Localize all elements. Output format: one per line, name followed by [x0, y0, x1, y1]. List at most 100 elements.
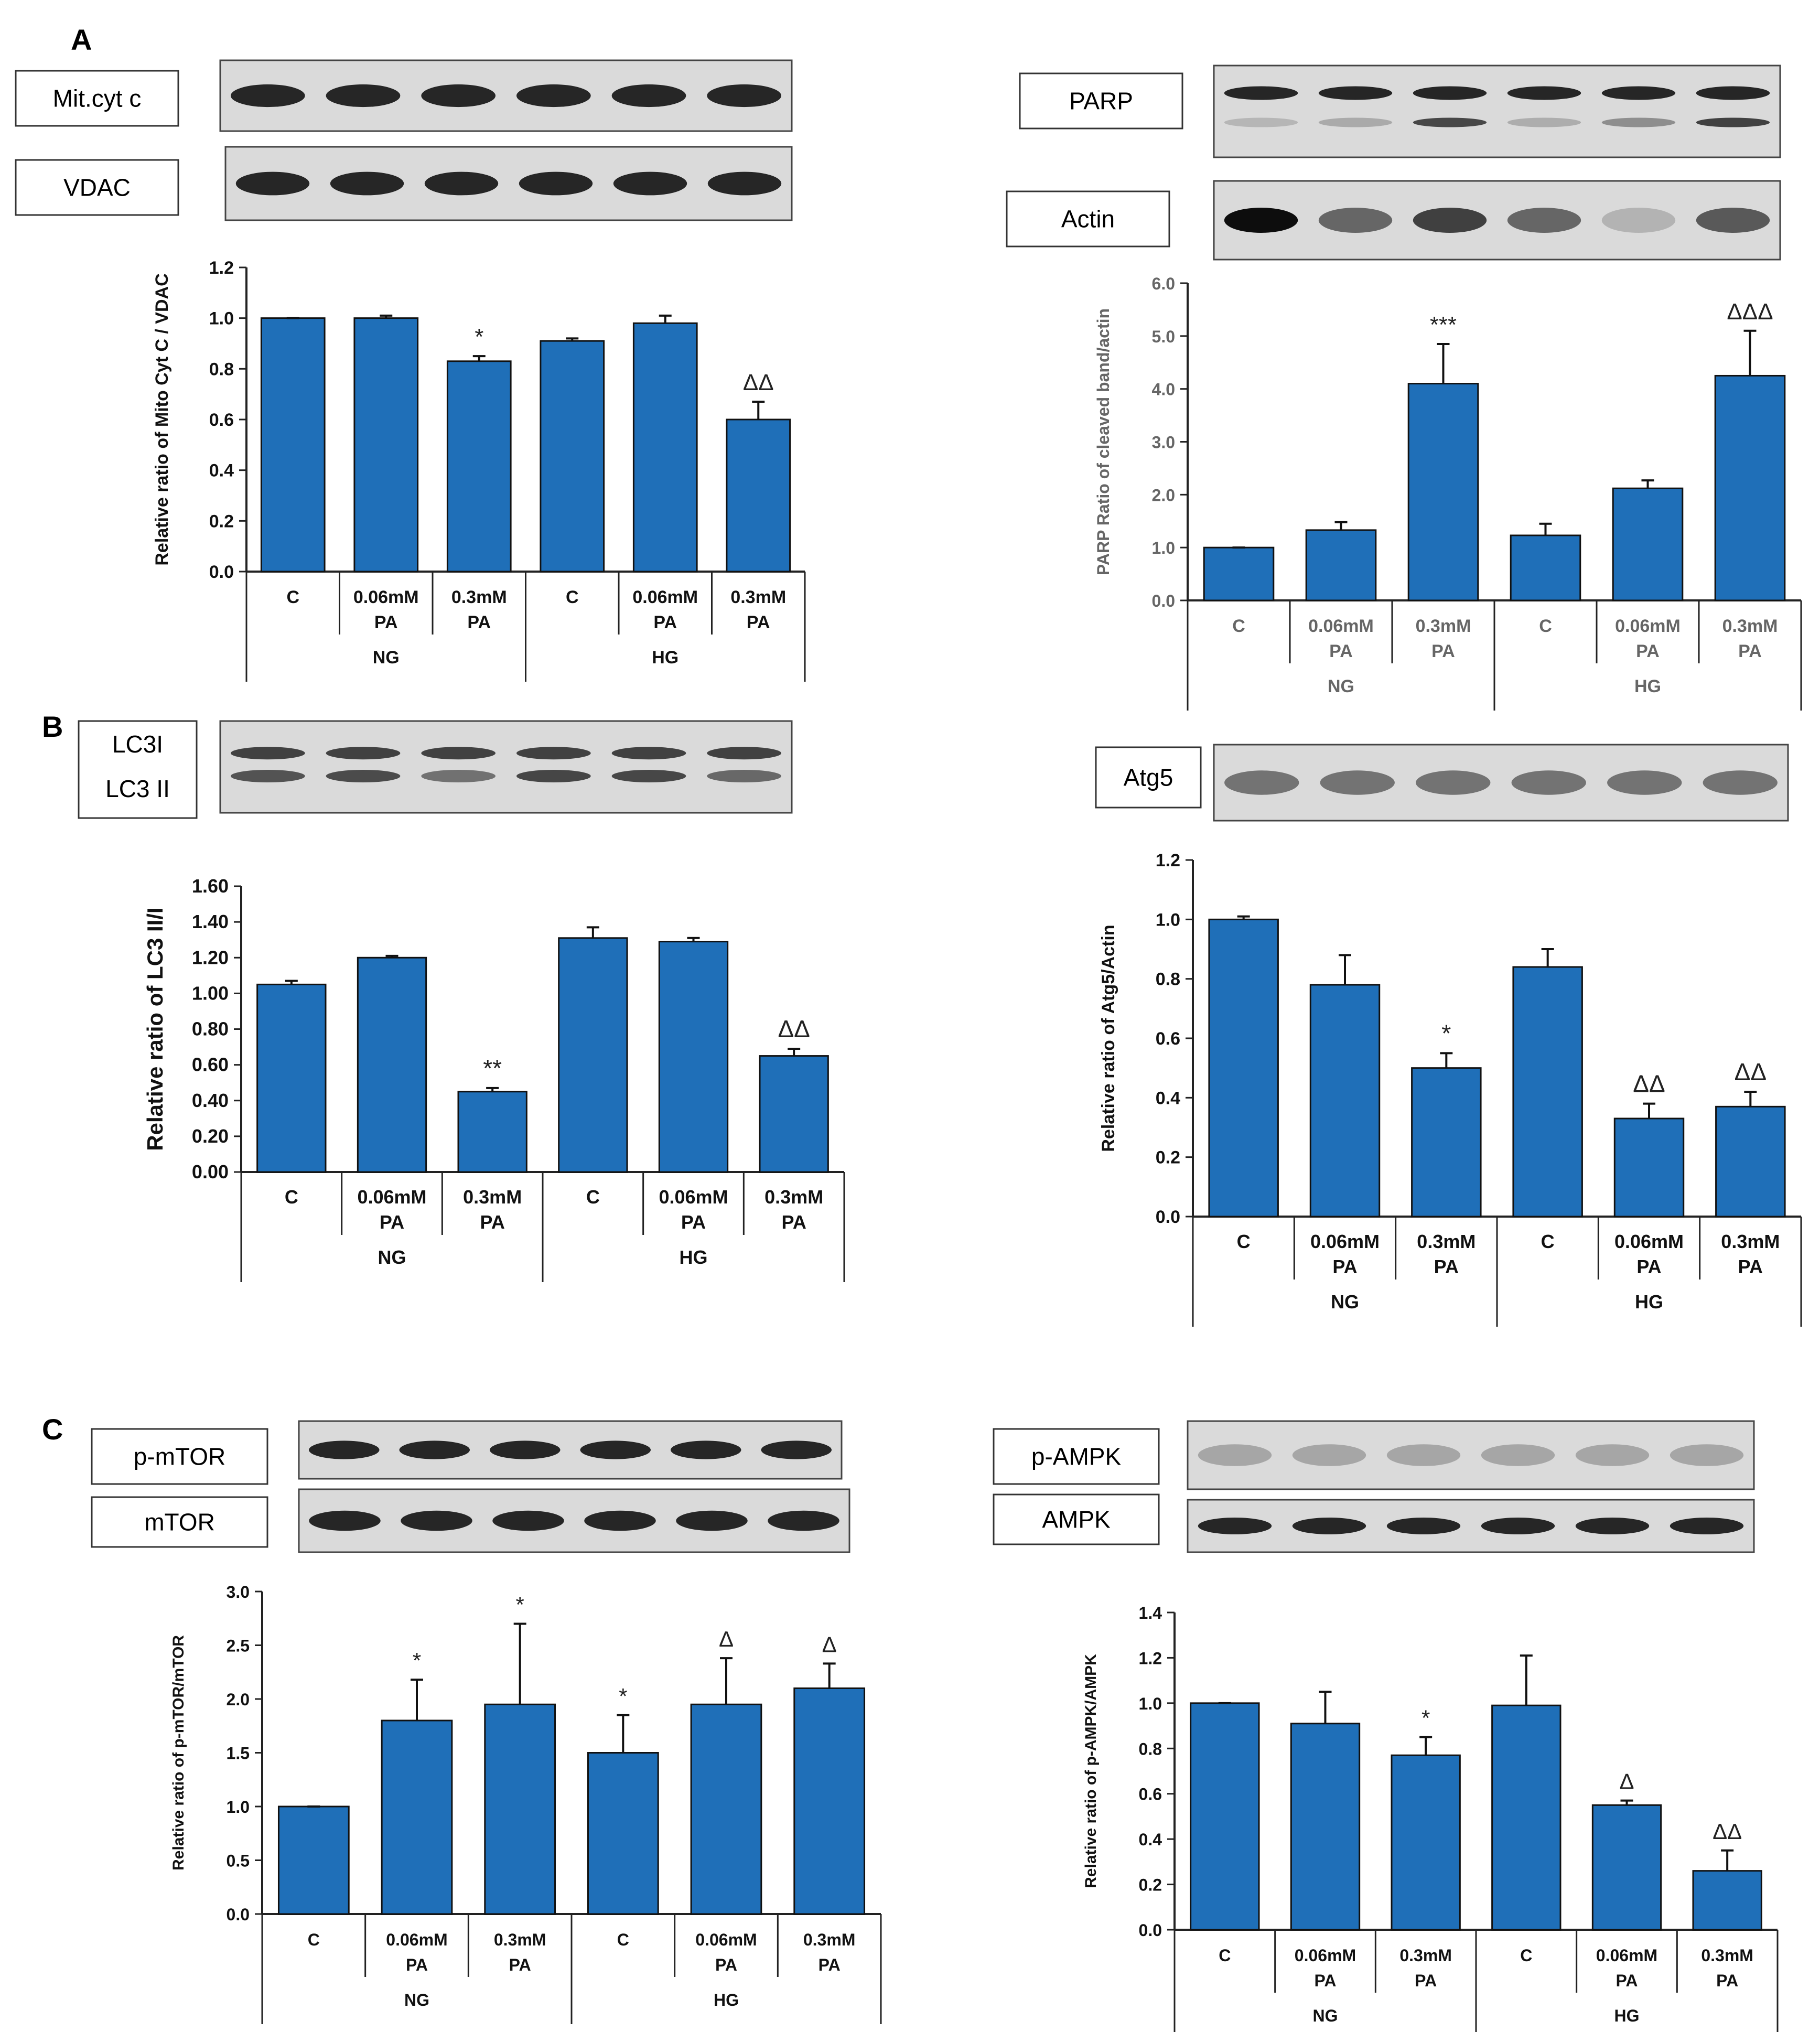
y-tick-label: 3.0: [1152, 433, 1175, 452]
blot-band: [676, 1510, 748, 1531]
x-group-label: NG: [1313, 2006, 1338, 2025]
blot-band: [613, 171, 687, 196]
significance-marker: Δ: [1619, 1769, 1634, 1794]
x-category-label: PA: [374, 612, 398, 632]
blot-label-text: PARP: [1069, 88, 1133, 115]
blot-label-box: [91, 1496, 268, 1548]
blot-label-text: mTOR: [144, 1509, 215, 1536]
bar: [1407, 383, 1479, 601]
x-category-label: 0.3mM: [803, 1930, 856, 1949]
y-tick-label: 0.0: [1156, 1207, 1180, 1227]
blot-band: [399, 1440, 470, 1459]
significance-marker: *: [475, 324, 483, 350]
y-axis-label: Relative ratio of Atg5/Actin: [1099, 924, 1118, 1152]
bar: [1715, 1105, 1786, 1218]
y-tick-label: 5.0: [1152, 327, 1175, 346]
western-blot-image: [1213, 744, 1789, 822]
y-tick-label: 0.2: [1156, 1148, 1180, 1168]
x-category-label: PA: [747, 612, 770, 632]
western-blot-image: [219, 59, 793, 132]
x-group-label: HG: [1614, 2006, 1640, 2025]
blot-band: [492, 1510, 564, 1531]
blot-band: [516, 770, 591, 782]
x-category-label: PA: [681, 1211, 706, 1233]
y-tick-label: 2.0: [1152, 486, 1175, 504]
blot-band: [1224, 117, 1298, 127]
blot-band: [308, 1440, 380, 1459]
blot-band: [670, 1440, 741, 1459]
y-tick-label: 0.2: [209, 511, 234, 531]
blot-band: [230, 84, 305, 107]
x-category-label: PA: [467, 612, 491, 632]
blot-label-box: [1095, 746, 1202, 809]
x-category-label: C: [1232, 616, 1245, 636]
bar: [1510, 534, 1581, 601]
bar: [1714, 374, 1786, 601]
blot-label-text: Actin: [1061, 206, 1115, 233]
y-tick-label: 0.0: [1139, 1921, 1162, 1940]
blot-band: [761, 1440, 832, 1459]
x-category-label: PA: [1636, 641, 1660, 661]
significance-marker: *: [413, 1648, 421, 1673]
y-axis-label: Relative ratio of Mito Cyt C / VDAC: [152, 273, 172, 565]
blot-band: [1696, 117, 1770, 127]
panel-letter-a: A: [71, 23, 92, 56]
blot-band: [1318, 117, 1393, 127]
x-category-label: PA: [819, 1955, 841, 1974]
blot-band: [580, 1440, 651, 1459]
x-category-label: 0.06mM: [1614, 1231, 1684, 1252]
y-tick-label: 0.5: [227, 1852, 250, 1870]
bar: [1411, 1067, 1482, 1218]
y-tick-label: 1.0: [1139, 1694, 1162, 1713]
x-category-label: C: [285, 1186, 298, 1208]
y-tick-label: 1.0: [1156, 910, 1180, 930]
blot-band: [707, 770, 782, 782]
blot-band: [1481, 1518, 1555, 1534]
y-tick-label: 1.0: [1152, 539, 1175, 557]
blot-label-text: Atg5: [1124, 764, 1173, 791]
x-category-label: PA: [406, 1955, 428, 1974]
y-tick-label: 0.8: [1156, 970, 1180, 990]
significance-marker: ΔΔ: [743, 370, 774, 395]
y-tick-label: 1.2: [1156, 851, 1180, 870]
blot-band: [1607, 770, 1682, 795]
x-category-label: C: [1539, 616, 1552, 636]
bar: [1190, 1702, 1260, 1931]
x-category-label: PA: [781, 1211, 806, 1233]
x-category-label: 0.3mM: [730, 587, 786, 607]
blot-band: [401, 1510, 472, 1531]
significance-marker: **: [483, 1055, 502, 1082]
x-category-label: 0.06mM: [1615, 616, 1681, 636]
y-tick-label: 0.80: [192, 1018, 229, 1040]
x-category-label: 0.06mM: [632, 587, 698, 607]
western-blot-image: [1213, 180, 1781, 261]
x-category-label: 0.3mM: [1722, 616, 1778, 636]
x-group-label: HG: [1635, 1291, 1663, 1313]
blot-band: [421, 84, 496, 107]
blot-band: [611, 84, 686, 107]
blot-band: [768, 1510, 839, 1531]
bar: [1391, 1754, 1461, 1931]
blot-band: [489, 1440, 561, 1459]
blot-band: [1413, 86, 1487, 100]
x-category-label: 0.3mM: [764, 1186, 823, 1208]
y-tick-label: 0.4: [209, 461, 234, 481]
blot-band: [516, 84, 591, 107]
y-tick-label: 0.0: [227, 1905, 250, 1924]
bar: [632, 322, 698, 573]
y-tick-label: 0.60: [192, 1054, 229, 1076]
blot-band: [1292, 1444, 1366, 1466]
y-tick-label: 1.20: [192, 947, 229, 968]
significance-marker: *: [619, 1684, 627, 1708]
bar: [793, 1687, 866, 1915]
bar: [759, 1055, 829, 1173]
bar: [357, 956, 427, 1173]
y-tick-label: 0.0: [209, 562, 234, 582]
bar: [1309, 984, 1381, 1218]
bar: [1208, 918, 1279, 1218]
x-category-label: PA: [1415, 1971, 1437, 1990]
blot-band: [424, 171, 499, 196]
x-group-label: NG: [404, 1991, 429, 2009]
significance-marker: Δ: [822, 1632, 837, 1657]
